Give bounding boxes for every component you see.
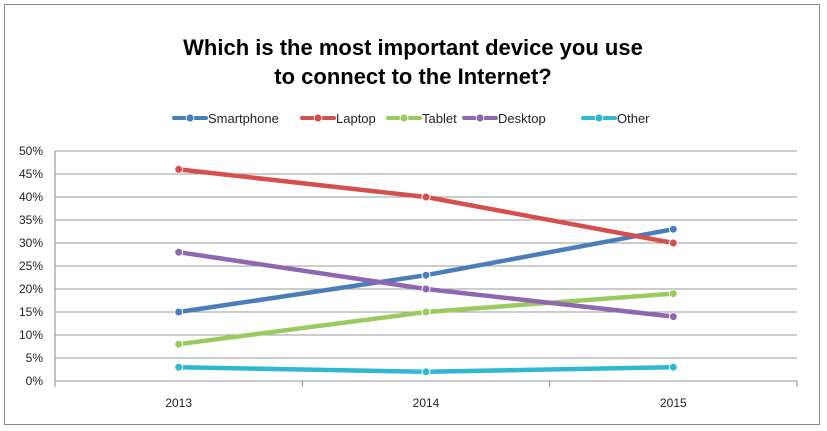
- chart-frame: [4, 4, 820, 425]
- y-tick-label: 0%: [26, 374, 44, 388]
- legend-marker: [475, 113, 485, 123]
- series-laptop: [174, 164, 678, 248]
- data-point: [421, 307, 431, 317]
- legend-marker: [313, 113, 323, 123]
- legend-label: Desktop: [498, 111, 546, 126]
- data-point: [421, 270, 431, 280]
- series-line: [178, 167, 674, 246]
- legend-label: Laptop: [336, 111, 376, 126]
- legend-marker: [594, 113, 604, 123]
- data-point: [174, 247, 184, 257]
- y-tick-label: 25%: [19, 259, 43, 273]
- y-tick-label: 5%: [26, 351, 44, 365]
- legend-item-desktop: Desktop: [462, 111, 546, 126]
- y-tick-label: 20%: [19, 282, 43, 296]
- legend-item-smartphone: Smartphone: [172, 111, 279, 126]
- x-tick-label: 2015: [660, 396, 687, 410]
- y-tick-label: 50%: [19, 144, 43, 158]
- legend-label: Other: [617, 111, 650, 126]
- data-point: [174, 362, 184, 372]
- series-smartphone: [174, 224, 678, 317]
- data-point: [421, 192, 431, 202]
- y-tick-label: 45%: [19, 167, 43, 181]
- data-point: [174, 164, 184, 174]
- legend-marker: [185, 113, 195, 123]
- data-point: [668, 238, 678, 248]
- series-other: [174, 362, 678, 377]
- series-desktop: [174, 247, 678, 322]
- x-tick-label: 2014: [413, 396, 440, 410]
- legend-marker: [399, 113, 409, 123]
- data-point: [668, 224, 678, 234]
- chart-title-line-1: Which is the most important device you u…: [183, 35, 643, 60]
- y-tick-label: 10%: [19, 328, 43, 342]
- x-tick-label: 2013: [165, 396, 192, 410]
- data-point: [668, 289, 678, 299]
- y-tick-label: 35%: [19, 213, 43, 227]
- legend-item-other: Other: [581, 111, 650, 126]
- y-tick-label: 30%: [19, 236, 43, 250]
- y-tick-label: 40%: [19, 190, 43, 204]
- data-point: [174, 307, 184, 317]
- data-point: [174, 339, 184, 349]
- legend-label: Tablet: [422, 111, 457, 126]
- series-line: [178, 249, 674, 319]
- legend-label: Smartphone: [208, 111, 279, 126]
- data-point: [668, 312, 678, 322]
- data-point: [668, 362, 678, 372]
- data-point: [421, 367, 431, 377]
- chart-title-line-2: to connect to the Internet?: [274, 64, 551, 89]
- y-tick-label: 15%: [19, 305, 43, 319]
- data-point: [421, 284, 431, 294]
- series-tablet: [174, 289, 678, 349]
- legend-item-laptop: Laptop: [300, 111, 376, 126]
- legend-item-tablet: Tablet: [386, 111, 457, 126]
